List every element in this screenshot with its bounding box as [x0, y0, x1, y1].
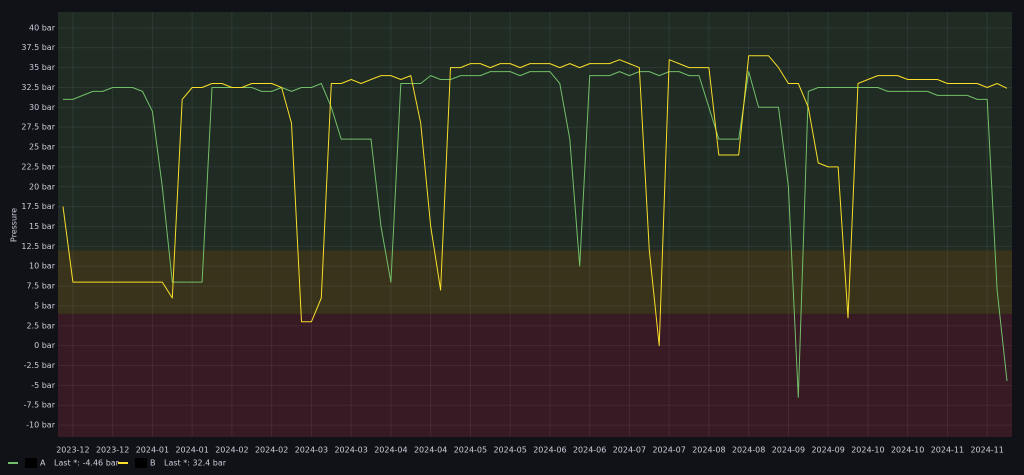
legend-last: Last *: 32.4 bar — [164, 459, 227, 468]
x-tick-label: 2024-07 — [613, 446, 646, 455]
x-tick-label: 2024-10 — [851, 446, 884, 455]
x-tick-label: 2024-03 — [295, 446, 328, 455]
x-tick-label: 2024-01 — [175, 446, 208, 455]
x-tick-label: 2023-12 — [56, 446, 89, 455]
legend-item: A Last *: -4.46 bar — [8, 458, 120, 468]
y-tick-label: 2.5 bar — [26, 321, 55, 330]
y-tick-label: 40 bar — [29, 23, 56, 32]
y-tick-label: -7.5 bar — [24, 401, 56, 410]
x-tick-label: 2024-10 — [891, 446, 924, 455]
threshold-band — [58, 250, 1012, 314]
legend-swatch — [8, 462, 18, 464]
series-line — [62, 55, 1008, 347]
x-tick-label: 2024-11 — [931, 446, 964, 455]
x-tick-label: 2024-04 — [414, 446, 447, 455]
x-tick-label: 2023-12 — [96, 446, 129, 455]
legend-name: A — [40, 459, 46, 468]
y-tick-label: 22.5 bar — [21, 162, 55, 171]
y-tick-label: 15 bar — [29, 222, 56, 231]
x-tick-label: 2024-11 — [970, 446, 1003, 455]
y-tick-label: 32.5 bar — [21, 83, 55, 92]
x-tick-label: 2024-01 — [136, 446, 169, 455]
y-tick-label: -5 bar — [31, 381, 56, 390]
y-tick-label: 12.5 bar — [21, 242, 55, 251]
y-tick-label: 30 bar — [29, 103, 56, 112]
y-tick-label: 10 bar — [29, 262, 56, 271]
x-tick-label: 2024-08 — [692, 446, 725, 455]
x-tick-label: 2024-09 — [772, 446, 805, 455]
y-tick-label: -10 bar — [26, 421, 56, 430]
x-tick-label: 2024-09 — [811, 446, 844, 455]
y-tick-label: 35 bar — [29, 63, 56, 72]
x-tick-label: 2024-04 — [374, 446, 407, 455]
y-tick-label: 20 bar — [29, 182, 56, 191]
y-tick-label: 7.5 bar — [26, 282, 55, 291]
legend-redaction — [135, 458, 147, 468]
legend-redaction — [25, 458, 37, 468]
x-tick-label: 2024-06 — [533, 446, 566, 455]
x-tick-label: 2024-05 — [493, 446, 526, 455]
x-tick-label: 2024-07 — [652, 446, 685, 455]
legend-swatch — [118, 462, 128, 464]
x-tick-label: 2024-08 — [732, 446, 765, 455]
x-tick-label: 2024-05 — [454, 446, 487, 455]
legend-item: B Last *: 32.4 bar — [118, 458, 227, 468]
y-axis-label: Pressure — [10, 208, 19, 242]
x-tick-label: 2024-06 — [573, 446, 606, 455]
series-line — [63, 71, 1008, 398]
legend-name: B — [150, 459, 156, 468]
y-tick-label: 0 bar — [34, 341, 56, 350]
y-tick-label: 37.5 bar — [21, 43, 55, 52]
y-tick-label: 25 bar — [29, 143, 56, 152]
threshold-band — [58, 313, 1012, 437]
legend-last: Last *: -4.46 bar — [54, 459, 120, 468]
y-tick-label: -2.5 bar — [24, 361, 56, 370]
x-tick-label: 2024-02 — [215, 446, 248, 455]
y-tick-label: 5 bar — [34, 301, 56, 310]
x-tick-label: 2024-02 — [255, 446, 288, 455]
x-tick-label: 2024-03 — [334, 446, 367, 455]
y-tick-label: 17.5 bar — [21, 202, 55, 211]
y-tick-label: 27.5 bar — [21, 123, 55, 132]
